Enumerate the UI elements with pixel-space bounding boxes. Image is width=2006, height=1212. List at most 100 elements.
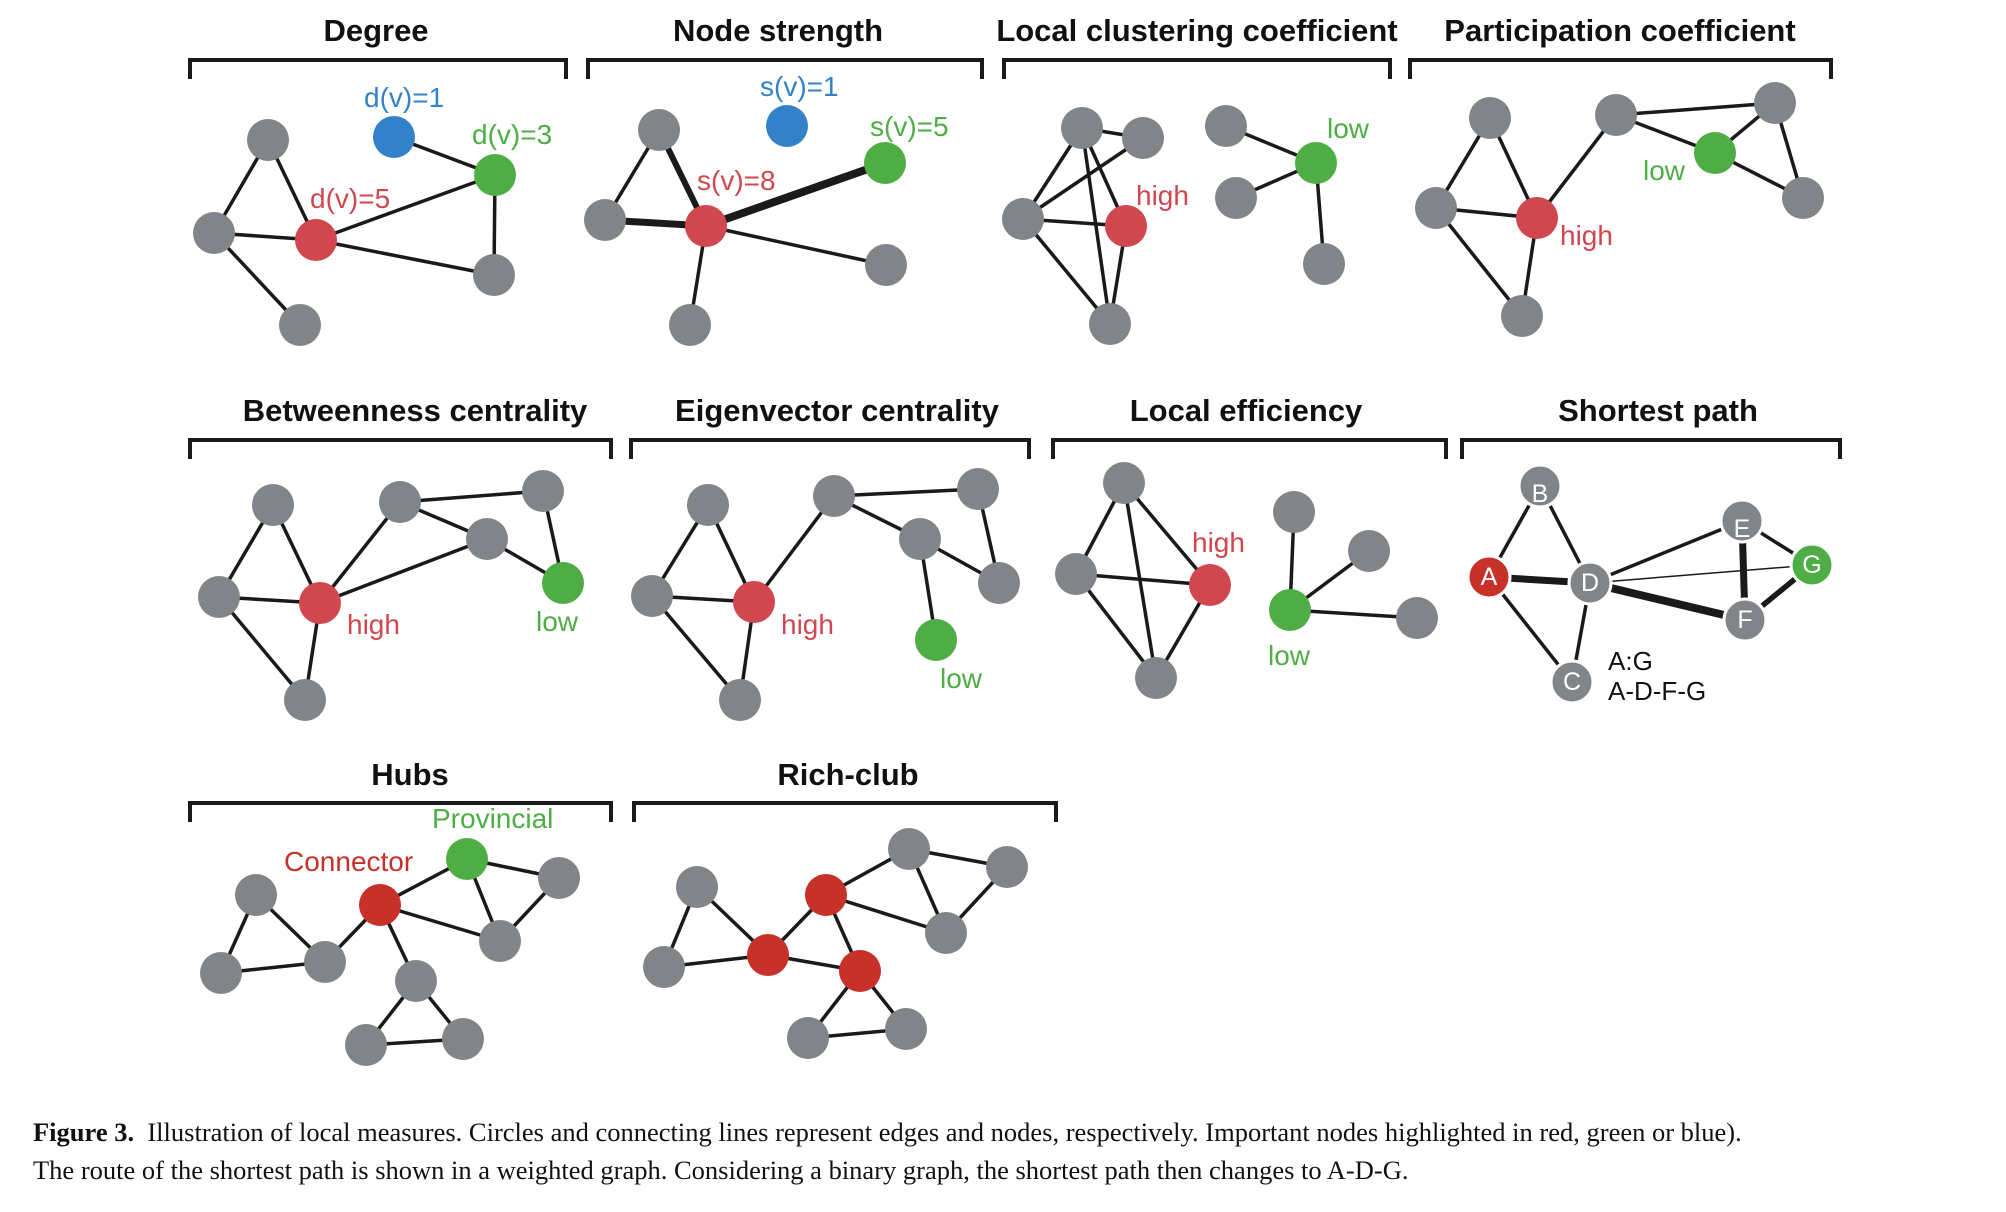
shortest-path-node-e: [1719, 498, 1765, 544]
bracket-node-strength: [586, 58, 984, 79]
participation-edge-b-d: [1434, 206, 1524, 318]
local-efficiency-node-b: [1055, 553, 1097, 595]
eigenvector-node-d: [719, 679, 761, 721]
bracket-hubs: [188, 801, 613, 822]
degree-edge-c-g: [314, 238, 496, 277]
participation-edge-e-g: [1614, 101, 1777, 117]
participation-node-e: [1595, 94, 1637, 136]
local-efficiency-edge-a-c: [1122, 481, 1212, 587]
degree-node-c: [295, 219, 337, 261]
local-clustering-edge-a-e: [1080, 126, 1112, 326]
hubs-node-a: [235, 874, 277, 916]
local-clustering-node-i: [1303, 243, 1345, 285]
shortest-path-node-g: [1789, 542, 1835, 588]
local-clustering-node-g: [1295, 142, 1337, 184]
participation-node-a: [1469, 97, 1511, 139]
degree-label-blue: d(v)=1: [364, 82, 444, 113]
shortest-path-node-a: [1466, 554, 1512, 600]
betweenness-node-f: [466, 518, 508, 560]
participation-node-b: [1415, 187, 1457, 229]
betweenness-edge-e-g: [398, 489, 545, 504]
local-clustering-node-d: [1105, 205, 1147, 247]
graph-nodes: [193, 82, 1835, 1066]
hubs-label-connector: Connector: [284, 846, 413, 877]
degree-edge-c-f: [314, 173, 497, 242]
hubs-node-f: [538, 857, 580, 899]
rich-club-node-f: [888, 828, 930, 870]
local-clustering-node-h: [1215, 177, 1257, 219]
degree-label-green: d(v)=3: [472, 119, 552, 150]
hubs-node-j: [442, 1018, 484, 1060]
degree-node-a: [247, 119, 289, 161]
panel-title-betweenness: Betweenness centrality: [243, 393, 588, 428]
participation-node-c: [1516, 197, 1558, 239]
rich-club-node-a: [676, 866, 718, 908]
betweenness-label-low: low: [536, 606, 579, 637]
participation-node-f: [1694, 132, 1736, 174]
panel-title-hubs: Hubs: [371, 757, 449, 792]
panel-title-degree: Degree: [323, 13, 428, 48]
betweenness-node-b: [198, 576, 240, 618]
local-efficiency-node-f: [1348, 530, 1390, 572]
rich-club-node-h: [925, 912, 967, 954]
strength-label-green: s(v)=5: [870, 111, 949, 142]
participation-node-d: [1501, 295, 1543, 337]
eigenvector-edge-e-g: [832, 487, 980, 498]
shortest-path-weighted-route: A:G: [1608, 646, 1653, 676]
efficiency-label-high: high: [1192, 527, 1245, 558]
degree-label-red: d(v)=5: [310, 183, 390, 214]
local-measures-figure: Degree Node strength Local clustering co…: [188, 13, 1842, 1066]
node-letter-e: E: [1734, 515, 1751, 543]
local-efficiency-node-d: [1135, 657, 1177, 699]
degree-node-g: [473, 254, 515, 296]
betweenness-edge-c-f: [318, 537, 489, 605]
participation-node-h: [1782, 177, 1824, 219]
node-strength-edge-c-e: [704, 224, 888, 267]
betweenness-node-d: [284, 679, 326, 721]
node-strength-node-b: [584, 199, 626, 241]
panel-title-participation: Participation coefficient: [1444, 13, 1795, 48]
betweenness-node-e: [379, 481, 421, 523]
local-efficiency-edge-b-d: [1074, 572, 1158, 680]
eigenvector-label-high: high: [781, 609, 834, 640]
participation-label-high: high: [1560, 220, 1613, 251]
eigenvector-node-b: [631, 575, 673, 617]
local-efficiency-edge-b-c: [1074, 572, 1212, 587]
local-clustering-node-e: [1089, 303, 1131, 345]
caption-figure-label: Figure 3.: [33, 1117, 135, 1147]
rich-club-node-c: [747, 934, 789, 976]
hubs-node-e: [446, 838, 488, 880]
betweenness-edge-b-d: [217, 595, 307, 702]
betweenness-node-a: [252, 484, 294, 526]
eigenvector-node-i: [915, 619, 957, 661]
panel-title-local-clustering: Local clustering coefficient: [996, 13, 1397, 48]
local-clustering-node-a: [1061, 107, 1103, 149]
shortest-path-node-c: [1549, 659, 1595, 705]
local-clustering-edge-c-e: [1021, 217, 1112, 326]
clustering-label-low: low: [1327, 113, 1370, 144]
efficiency-label-low: low: [1268, 640, 1311, 671]
shortest-path-route: A-D-F-G: [1608, 676, 1706, 706]
local-efficiency-node-c: [1189, 564, 1231, 606]
shortest-path-node-b: [1517, 463, 1563, 509]
rich-club-node-g: [986, 846, 1028, 888]
bracket-participation: [1408, 58, 1833, 79]
betweenness-edge-c-e: [318, 500, 402, 605]
bracket-local-efficiency: [1051, 438, 1448, 459]
participation-edge-c-e: [1535, 113, 1618, 220]
node-strength-edge-c-g: [702, 159, 889, 230]
hubs-node-h: [395, 960, 437, 1002]
betweenness-node-c: [299, 582, 341, 624]
rich-club-node-i: [787, 1017, 829, 1059]
local-clustering-node-c: [1002, 198, 1044, 240]
panel-brackets: [188, 58, 1842, 822]
degree-node-b: [193, 212, 235, 254]
strength-label-blue: s(v)=1: [760, 71, 839, 102]
betweenness-node-h: [542, 562, 584, 604]
rich-club-node-d: [805, 874, 847, 916]
local-clustering-edge-b-c: [1021, 136, 1145, 221]
node-strength-node-d: [669, 304, 711, 346]
shortest-path-node-f: [1722, 597, 1768, 643]
bracket-shortest-path: [1460, 438, 1842, 459]
rich-club-node-e: [839, 950, 881, 992]
